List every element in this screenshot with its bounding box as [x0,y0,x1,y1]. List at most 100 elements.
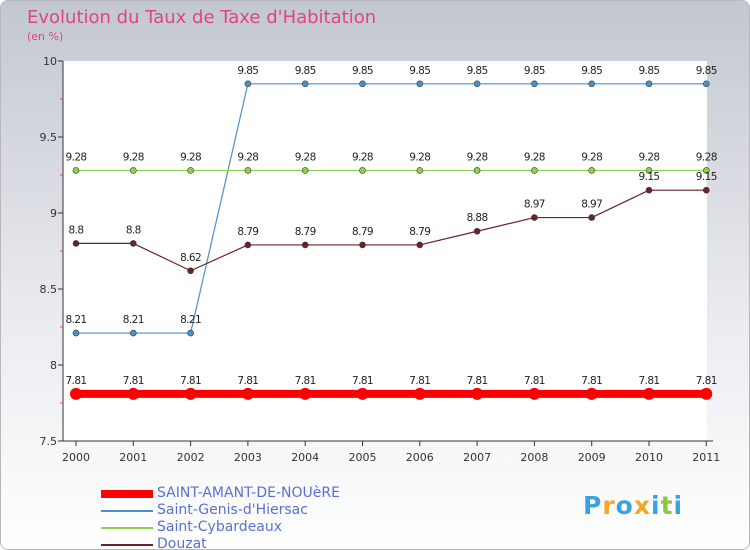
data-label-0: 7.81 [409,375,430,387]
data-label-0: 7.81 [237,375,258,387]
series-point-2 [72,167,80,174]
series-point-2 [416,167,424,174]
data-label-3: 8.79 [237,226,258,238]
series-point-0 [585,387,598,400]
data-label-0: 7.81 [352,375,373,387]
series-point-0 [471,387,484,400]
y-tick-label: 10 [43,55,57,68]
series-point-1 [359,80,366,88]
data-label-3: 8.79 [352,226,373,238]
data-label-2: 9.28 [581,151,602,163]
series-point-0 [299,387,312,400]
legend-item-saint-amant[interactable]: SAINT-AMANT-DE-NOUèRE [101,485,340,502]
series-point-2 [531,167,538,174]
legend-item-saint-genis[interactable]: Saint-Genis-d'Hiersac [101,502,340,519]
legend-swatch-saint-genis [101,509,153,512]
y-tick-label: 9.5 [40,131,58,144]
series-point-3 [702,186,710,194]
x-tick-label: 2008 [520,451,548,464]
x-tick-label: 2004 [291,451,319,464]
data-label-3: 9.15 [696,171,717,183]
data-label-3: 8.62 [180,252,201,264]
data-label-3: 8.8 [69,224,84,236]
series-point-3 [473,227,481,235]
legend-label-douzat: Douzat [157,536,207,550]
data-label-2: 9.28 [352,151,373,163]
x-tick-label: 2010 [635,451,663,464]
logo-letter: x [633,491,651,520]
data-label-3: 8.79 [295,226,316,238]
data-label-2: 9.28 [66,151,87,163]
series-point-3 [588,214,596,221]
series-point-0 [356,387,369,400]
x-tick-label: 2002 [177,451,205,464]
series-point-2 [359,167,366,174]
x-tick-label: 2001 [119,451,147,464]
y-tick-label: 8.5 [40,283,58,296]
series-point-2 [187,167,194,174]
series-line-1 [76,83,707,334]
series-point-2 [473,167,481,174]
chart-subtitle: (en %) [27,30,64,43]
data-label-2: 9.28 [467,151,488,163]
series-point-2 [702,167,710,174]
legend-item-douzat[interactable]: Douzat [101,536,340,550]
series-point-1 [473,80,481,88]
legend-label-saint-cybardeaux: Saint-Cybardeaux [157,519,283,535]
series-point-1 [187,329,194,337]
series-point-0 [241,387,254,400]
proxiti-logo: Proxiti [583,491,683,520]
series-point-3 [645,186,653,194]
data-label-1: 9.85 [467,65,488,77]
series-point-0 [184,387,197,400]
series-point-1 [531,80,538,88]
data-label-2: 9.28 [696,151,717,163]
data-label-2: 9.28 [180,151,201,163]
y-tick-label: 7.5 [40,435,58,448]
data-label-3: 8.79 [409,226,430,238]
legend: SAINT-AMANT-DE-NOUèRE Saint-Genis-d'Hier… [101,485,340,550]
data-label-1: 9.85 [237,65,258,77]
data-label-1: 8.21 [180,314,201,326]
x-tick-label: 2000 [62,451,90,464]
data-label-1: 9.85 [352,65,373,77]
logo-letter: P [583,491,603,520]
data-label-1: 9.85 [581,65,602,77]
series-point-0 [528,387,541,400]
series-point-2 [645,167,653,174]
series-point-1 [130,329,137,337]
data-label-3: 8.8 [126,224,141,236]
data-label-0: 7.81 [467,375,488,387]
series-point-3 [130,240,137,247]
data-label-0: 7.81 [123,375,144,387]
data-label-2: 9.28 [237,151,258,163]
logo-letter: i [651,491,661,520]
data-label-2: 9.28 [123,151,144,163]
plot-area [63,61,707,441]
x-tick-label: 2007 [463,451,491,464]
series-point-1 [72,329,80,337]
data-label-0: 7.81 [180,375,201,387]
data-label-0: 7.81 [581,375,602,387]
series-point-0 [413,387,426,400]
series-point-1 [301,80,309,88]
x-tick-label: 2009 [578,451,606,464]
data-label-2: 9.28 [295,151,316,163]
series-point-3 [416,241,424,249]
y-tick-label: 9 [50,207,57,220]
legend-swatch-saint-amant [101,489,153,498]
series-point-2 [588,167,596,174]
data-label-1: 8.21 [66,314,87,326]
legend-item-saint-cybardeaux[interactable]: Saint-Cybardeaux [101,519,340,536]
series-point-0 [700,387,713,400]
series-point-1 [702,80,710,88]
data-label-3: 8.88 [467,212,488,224]
series-point-3 [72,240,80,247]
data-label-2: 9.28 [524,151,545,163]
data-label-2: 9.28 [639,151,660,163]
series-point-0 [70,387,82,400]
x-tick-label: 2006 [406,451,434,464]
series-point-3 [244,241,252,249]
